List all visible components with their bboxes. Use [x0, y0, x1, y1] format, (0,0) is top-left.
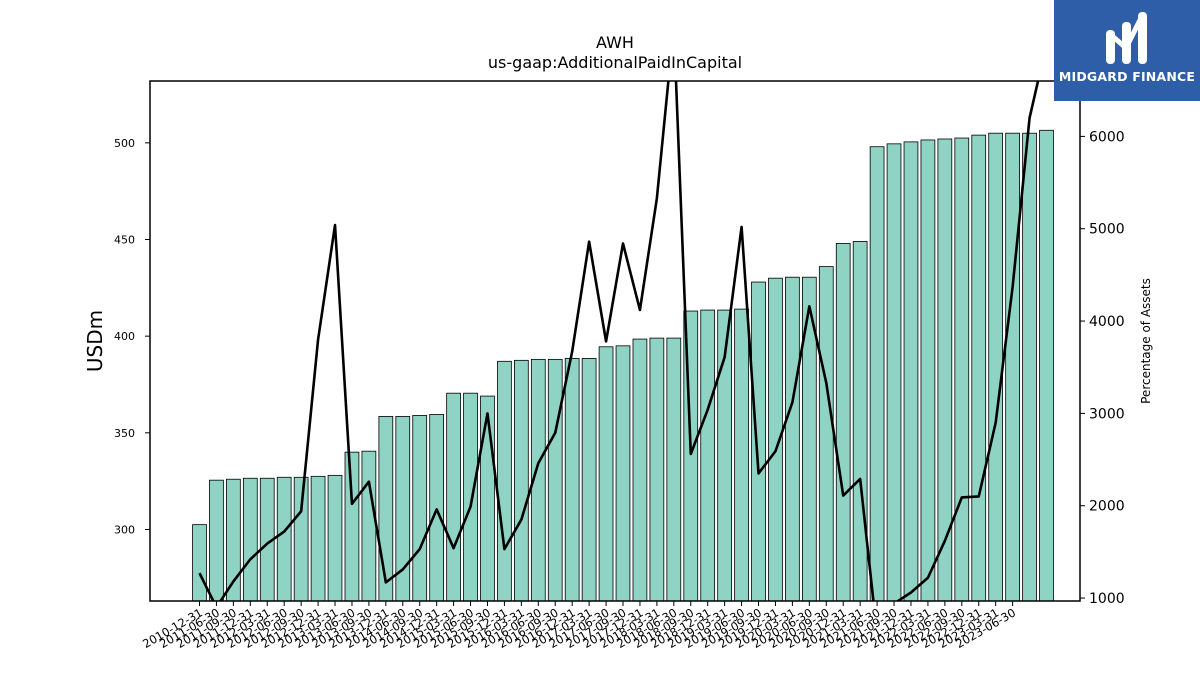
bar	[649, 337, 665, 602]
x-axis-ticks: 2010-12-312011-06-302011-09-302011-12-31…	[140, 601, 1018, 651]
bar	[1039, 129, 1054, 602]
bar	[463, 392, 478, 602]
y-tick-label: 400	[114, 330, 135, 343]
bar	[869, 146, 885, 602]
bar	[378, 415, 394, 602]
y2-tick-label: 2000	[1089, 499, 1125, 515]
bar	[632, 338, 648, 602]
y-tick-label: 300	[114, 523, 135, 536]
right-axis-ticks: 1000 2000 3000 4000 5000 6000	[1080, 129, 1125, 607]
bar	[920, 139, 936, 602]
y2-tick-label: 1000	[1089, 591, 1125, 607]
y-tick-label: 350	[114, 427, 135, 440]
bar	[310, 475, 326, 602]
bar	[361, 450, 377, 602]
y2-tick-label: 6000	[1089, 129, 1125, 145]
brand-mark-icon	[1106, 12, 1147, 64]
bar	[700, 309, 716, 602]
bar	[564, 357, 580, 602]
bar	[497, 360, 512, 602]
bar	[971, 134, 987, 602]
bar	[903, 141, 919, 602]
bar	[615, 345, 631, 602]
bar	[344, 451, 360, 602]
brand-logo: MIDGARD FINANCE	[1054, 0, 1200, 101]
bar	[192, 524, 207, 602]
y2-tick-label: 5000	[1089, 222, 1125, 238]
bar	[446, 392, 461, 602]
bar	[429, 414, 444, 602]
bar	[1022, 132, 1037, 602]
bar	[835, 242, 851, 602]
bar	[209, 479, 224, 602]
y2-tick-label: 4000	[1089, 314, 1125, 330]
line-path	[198, 81, 1040, 601]
bar	[547, 358, 563, 602]
bar	[581, 357, 597, 602]
bar	[327, 474, 343, 602]
bar-series	[192, 129, 1054, 602]
bar	[598, 346, 614, 602]
bar	[412, 415, 428, 602]
y-axis-label: USDm	[83, 310, 107, 372]
brand-name: MIDGARD FINANCE	[1058, 69, 1196, 84]
y-tick-label: 450	[114, 234, 135, 247]
chart-title: AWH	[596, 33, 634, 52]
y-tick-label: 500	[114, 137, 135, 150]
bar	[988, 132, 1004, 602]
y2-axis-label: Percentage of Assets	[1139, 278, 1153, 404]
bar	[734, 308, 749, 602]
line-series	[198, 81, 1040, 601]
bar	[276, 476, 292, 602]
bar	[751, 281, 766, 602]
y2-tick-label: 3000	[1089, 406, 1125, 422]
chart-subtitle: us-gaap:AdditionalPaidInCapital	[488, 53, 742, 72]
bar	[852, 241, 868, 602]
bar	[886, 143, 902, 602]
bar	[666, 337, 682, 602]
bar	[293, 476, 309, 602]
bar	[785, 276, 800, 602]
bar	[1005, 132, 1020, 602]
bar	[954, 137, 970, 602]
plot-frame	[149, 80, 1081, 602]
bar	[514, 359, 529, 602]
bar	[818, 266, 834, 602]
left-axis-ticks: 300 350 400 450 500	[114, 137, 150, 536]
bar	[480, 395, 495, 602]
bar	[242, 477, 258, 602]
